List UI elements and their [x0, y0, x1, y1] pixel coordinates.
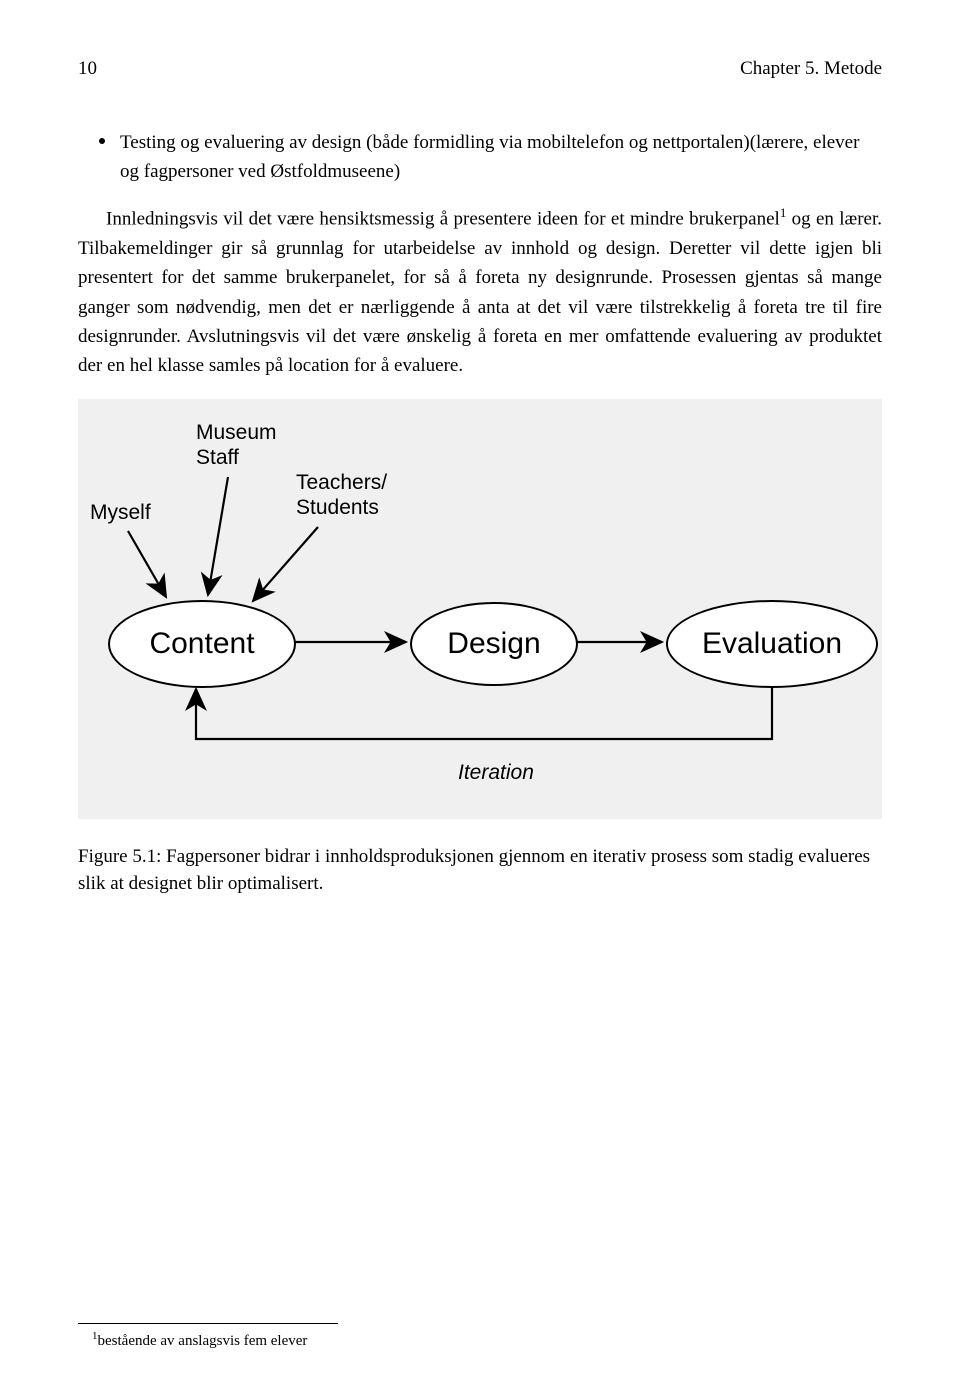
- body-pre: Innledningsvis vil det være hensiktsmess…: [106, 208, 780, 229]
- node-design: Design: [410, 602, 578, 686]
- page-number: 10: [78, 58, 97, 80]
- page: 10 Chapter 5. Metode Testing og evalueri…: [0, 0, 960, 1398]
- footnote-text: bestående av anslagsvis fem elever: [98, 1333, 308, 1349]
- footnote-rule: [78, 1323, 338, 1324]
- node-evaluation-label: Evaluation: [702, 627, 842, 661]
- bullet-text: Testing og evaluering av design (både fo…: [120, 132, 859, 182]
- label-teachers-2: Students: [296, 496, 379, 520]
- node-content-label: Content: [149, 627, 254, 661]
- body-post: og en lærer. Tilbakemeldinger gir så gru…: [78, 208, 882, 376]
- node-evaluation: Evaluation: [666, 600, 878, 688]
- label-iteration: Iteration: [458, 761, 534, 785]
- label-myself: Myself: [90, 501, 151, 525]
- bullet-dot-icon: [99, 138, 105, 144]
- node-design-label: Design: [447, 627, 540, 661]
- footnote: 1bestående av anslagsvis fem elever: [92, 1330, 307, 1350]
- label-museum-2: Staff: [196, 446, 239, 470]
- figure-diagram: Myself Museum Staff Teachers/ Students C…: [78, 399, 882, 819]
- body-paragraph: Innledningsvis vil det være hensiktsmess…: [78, 203, 882, 381]
- figure-caption: Figure 5.1: Fagpersoner bidrar i innhold…: [78, 843, 882, 898]
- label-museum-1: Museum: [196, 421, 277, 445]
- label-teachers-1: Teachers/: [296, 471, 387, 495]
- running-header: 10 Chapter 5. Metode: [78, 58, 882, 80]
- chapter-title: Chapter 5. Metode: [740, 58, 882, 80]
- bullet-item: Testing og evaluering av design (både fo…: [78, 128, 882, 187]
- node-content: Content: [108, 600, 296, 688]
